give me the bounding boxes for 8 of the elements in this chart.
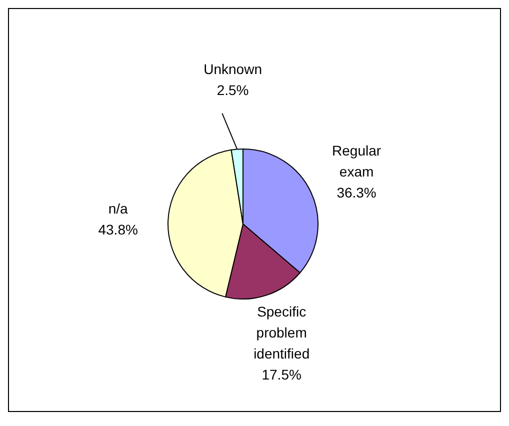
slice-label: Regular exam xyxy=(332,142,382,180)
data-label: 17.5% xyxy=(262,366,302,382)
data-label: 2.5% xyxy=(216,82,249,98)
slice-label: Unknown xyxy=(204,60,262,77)
slice-label: Specific problem identified xyxy=(254,303,310,362)
data-label: 36.3% xyxy=(336,184,376,201)
slice-label: n/a xyxy=(108,200,128,217)
data-label: 43.8% xyxy=(98,222,138,238)
